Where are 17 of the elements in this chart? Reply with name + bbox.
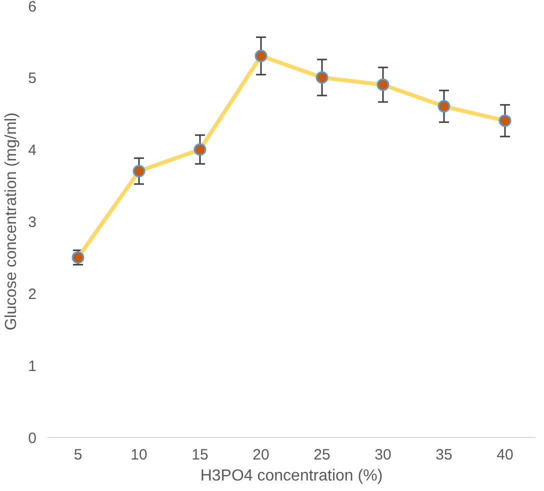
x-tick-label: 30 [374, 446, 392, 464]
x-tick-label: 20 [252, 446, 270, 464]
x-tick-label: 40 [496, 446, 514, 464]
x-tick-label: 10 [130, 446, 148, 464]
x-axis-title: H3PO4 concentration (%) [200, 468, 383, 484]
x-tick-label: 5 [74, 446, 82, 464]
y-tick-label: 0 [28, 430, 36, 447]
y-tick-label: 2 [28, 286, 36, 303]
y-tick-label: 1 [28, 358, 36, 375]
y-tick-label: 4 [28, 142, 36, 159]
y-tick-label: 5 [28, 70, 36, 87]
x-tick-label: 35 [436, 446, 452, 464]
x-tick-label: 25 [314, 446, 330, 464]
x-tick-label: 15 [192, 446, 208, 464]
y-tick-label: 3 [28, 214, 36, 231]
y-tick-label: 6 [28, 0, 36, 16]
y-axis-title: Glucose concentration (mg/ml) [3, 112, 20, 330]
